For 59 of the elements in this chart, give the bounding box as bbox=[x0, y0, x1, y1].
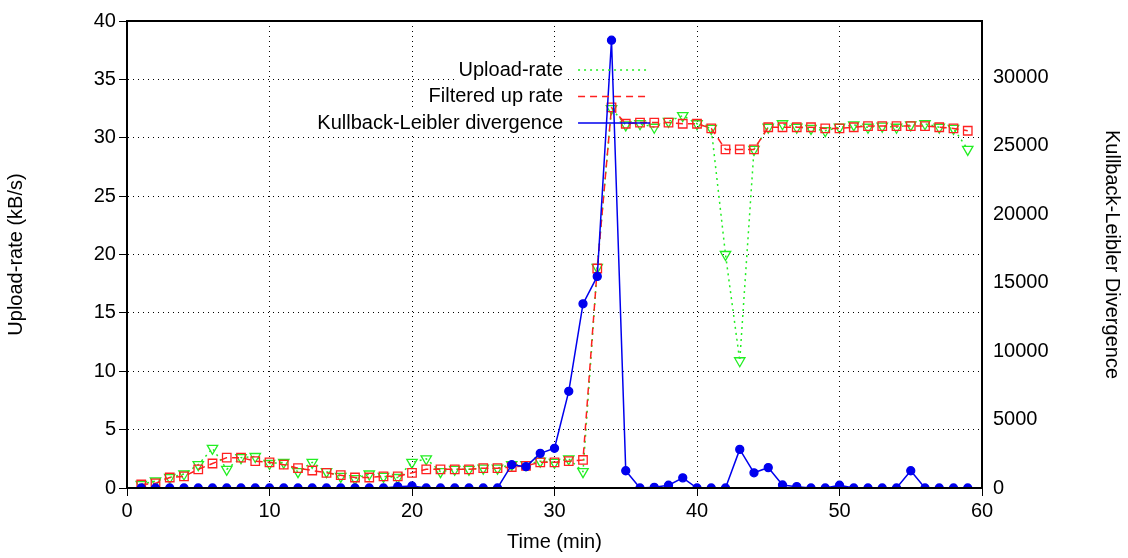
y-tick-label: 30 bbox=[93, 125, 116, 148]
point bbox=[207, 458, 218, 469]
point bbox=[720, 144, 731, 155]
x-tick-label: 30 bbox=[543, 498, 566, 521]
y2-tick-label: 20000 bbox=[993, 201, 1049, 224]
y2-tick-label: 5000 bbox=[993, 407, 1038, 430]
point bbox=[249, 452, 262, 464]
x-tick-label: 40 bbox=[685, 498, 709, 521]
x-tick-label: 50 bbox=[828, 498, 851, 521]
point bbox=[407, 467, 417, 478]
point bbox=[961, 145, 974, 157]
point bbox=[434, 468, 447, 479]
y-tick-label: 15 bbox=[93, 300, 116, 323]
legend-label: Upload-rate bbox=[458, 57, 564, 80]
y-tick-label: 25 bbox=[93, 183, 116, 206]
point bbox=[250, 456, 261, 467]
y2-tick-label: 0 bbox=[993, 475, 1005, 498]
x-tick-label: 10 bbox=[258, 498, 281, 521]
point bbox=[220, 465, 233, 476]
x-tick-label: 0 bbox=[121, 498, 133, 521]
point bbox=[719, 250, 732, 262]
x-tick-label: 60 bbox=[970, 498, 994, 521]
y-tick-label: 35 bbox=[93, 66, 116, 89]
point bbox=[676, 111, 689, 123]
point bbox=[293, 463, 303, 474]
y-tick-label: 5 bbox=[104, 417, 116, 440]
point bbox=[820, 123, 831, 134]
x-axis-title: Time (min) bbox=[507, 529, 602, 552]
y-tick-label: 10 bbox=[93, 358, 116, 381]
point bbox=[206, 444, 219, 455]
point bbox=[733, 357, 746, 368]
y2-tick-label: 30000 bbox=[993, 64, 1049, 87]
y-tick-label: 0 bbox=[104, 475, 116, 498]
y2-tick-label: 10000 bbox=[993, 338, 1049, 361]
y2-tick-label: 25000 bbox=[993, 133, 1049, 156]
x-tick-label: 20 bbox=[400, 498, 424, 521]
point bbox=[578, 455, 588, 465]
legend-label: Kullback-Leibler divergence bbox=[317, 110, 564, 133]
point bbox=[307, 465, 318, 476]
point bbox=[406, 458, 418, 469]
point bbox=[962, 125, 973, 136]
point bbox=[306, 458, 319, 469]
legend-label: Filtered up rate bbox=[428, 84, 564, 107]
point bbox=[221, 452, 232, 463]
point bbox=[734, 144, 745, 155]
y-tick-label: 40 bbox=[93, 8, 116, 31]
y-axis-title: Upload-rate (kB/s) bbox=[3, 173, 26, 336]
point bbox=[819, 127, 832, 138]
point bbox=[648, 123, 661, 134]
point bbox=[421, 464, 432, 475]
y2-axis-title: Kullback-Leibler Divergence bbox=[1102, 129, 1125, 380]
point bbox=[435, 464, 446, 475]
point bbox=[677, 118, 688, 129]
y-tick-label: 20 bbox=[93, 242, 116, 265]
point bbox=[577, 468, 589, 479]
point bbox=[649, 117, 660, 128]
point bbox=[420, 455, 433, 466]
y2-tick-label: 15000 bbox=[993, 270, 1049, 293]
point bbox=[292, 468, 304, 479]
